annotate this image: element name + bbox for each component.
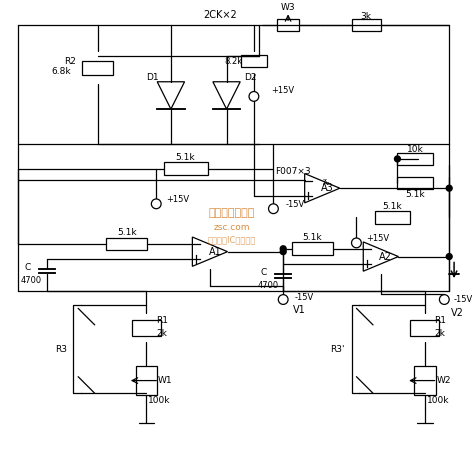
Text: 3k: 3k: [361, 12, 372, 21]
Text: 5.1k: 5.1k: [117, 228, 137, 237]
Bar: [397, 177, 433, 189]
Text: 4700: 4700: [258, 281, 279, 290]
Text: +15V: +15V: [366, 235, 389, 244]
Text: 8.2k: 8.2k: [224, 57, 242, 66]
Text: R1: R1: [435, 316, 447, 325]
Text: R3: R3: [55, 345, 67, 354]
Circle shape: [280, 249, 286, 255]
Text: A1: A1: [209, 247, 221, 257]
Text: D1: D1: [146, 74, 159, 83]
Text: 5.1k: 5.1k: [303, 233, 322, 242]
Text: 6.8k: 6.8k: [52, 68, 71, 77]
Bar: [241, 55, 266, 67]
Bar: [82, 61, 113, 75]
Text: 4700: 4700: [20, 276, 42, 285]
Text: -15V: -15V: [454, 295, 474, 304]
Text: R2: R2: [64, 57, 76, 66]
Text: W1: W1: [158, 376, 173, 385]
Bar: [277, 19, 299, 31]
Text: 5.1k: 5.1k: [176, 153, 195, 162]
Text: A̅₃: A̅₃: [323, 180, 331, 186]
Bar: [107, 238, 147, 250]
Text: A3: A3: [321, 183, 334, 193]
Text: W2: W2: [437, 376, 451, 385]
Bar: [414, 366, 436, 395]
Bar: [164, 162, 208, 175]
Text: 2CK×2: 2CK×2: [203, 10, 237, 20]
Bar: [410, 320, 439, 336]
Text: C: C: [261, 268, 267, 276]
Circle shape: [446, 253, 452, 259]
Text: D2: D2: [244, 74, 256, 83]
Text: C: C: [24, 263, 30, 272]
Bar: [292, 242, 333, 255]
Text: R3': R3': [331, 345, 345, 354]
Text: 10k: 10k: [407, 145, 423, 154]
Text: W3: W3: [281, 3, 295, 12]
Text: 2k: 2k: [156, 329, 167, 338]
Text: 5.1k: 5.1k: [383, 202, 402, 211]
Bar: [132, 320, 161, 336]
Text: 5.1k: 5.1k: [405, 189, 425, 198]
Text: 维库电子市场网: 维库电子市场网: [208, 207, 255, 218]
Bar: [375, 211, 410, 224]
Bar: [397, 153, 433, 165]
Text: zsc.com: zsc.com: [213, 223, 250, 232]
Text: 全球最大IC采购网站: 全球最大IC采购网站: [207, 235, 255, 244]
Text: +15V: +15V: [272, 86, 295, 95]
Text: -15V: -15V: [285, 200, 304, 209]
Circle shape: [394, 156, 401, 162]
Text: 100k: 100k: [148, 396, 171, 405]
Text: -15V: -15V: [295, 293, 314, 302]
Bar: [136, 366, 157, 395]
Circle shape: [280, 246, 286, 252]
Text: V1: V1: [293, 305, 306, 315]
Text: R1: R1: [156, 316, 168, 325]
Text: A2: A2: [379, 252, 392, 262]
Text: 2k: 2k: [435, 329, 446, 338]
Bar: [352, 19, 381, 31]
Circle shape: [446, 185, 452, 191]
Text: +15V: +15V: [166, 195, 189, 204]
Text: F007×3: F007×3: [275, 167, 311, 176]
Text: V2: V2: [451, 308, 464, 318]
Text: 100k: 100k: [427, 396, 449, 405]
